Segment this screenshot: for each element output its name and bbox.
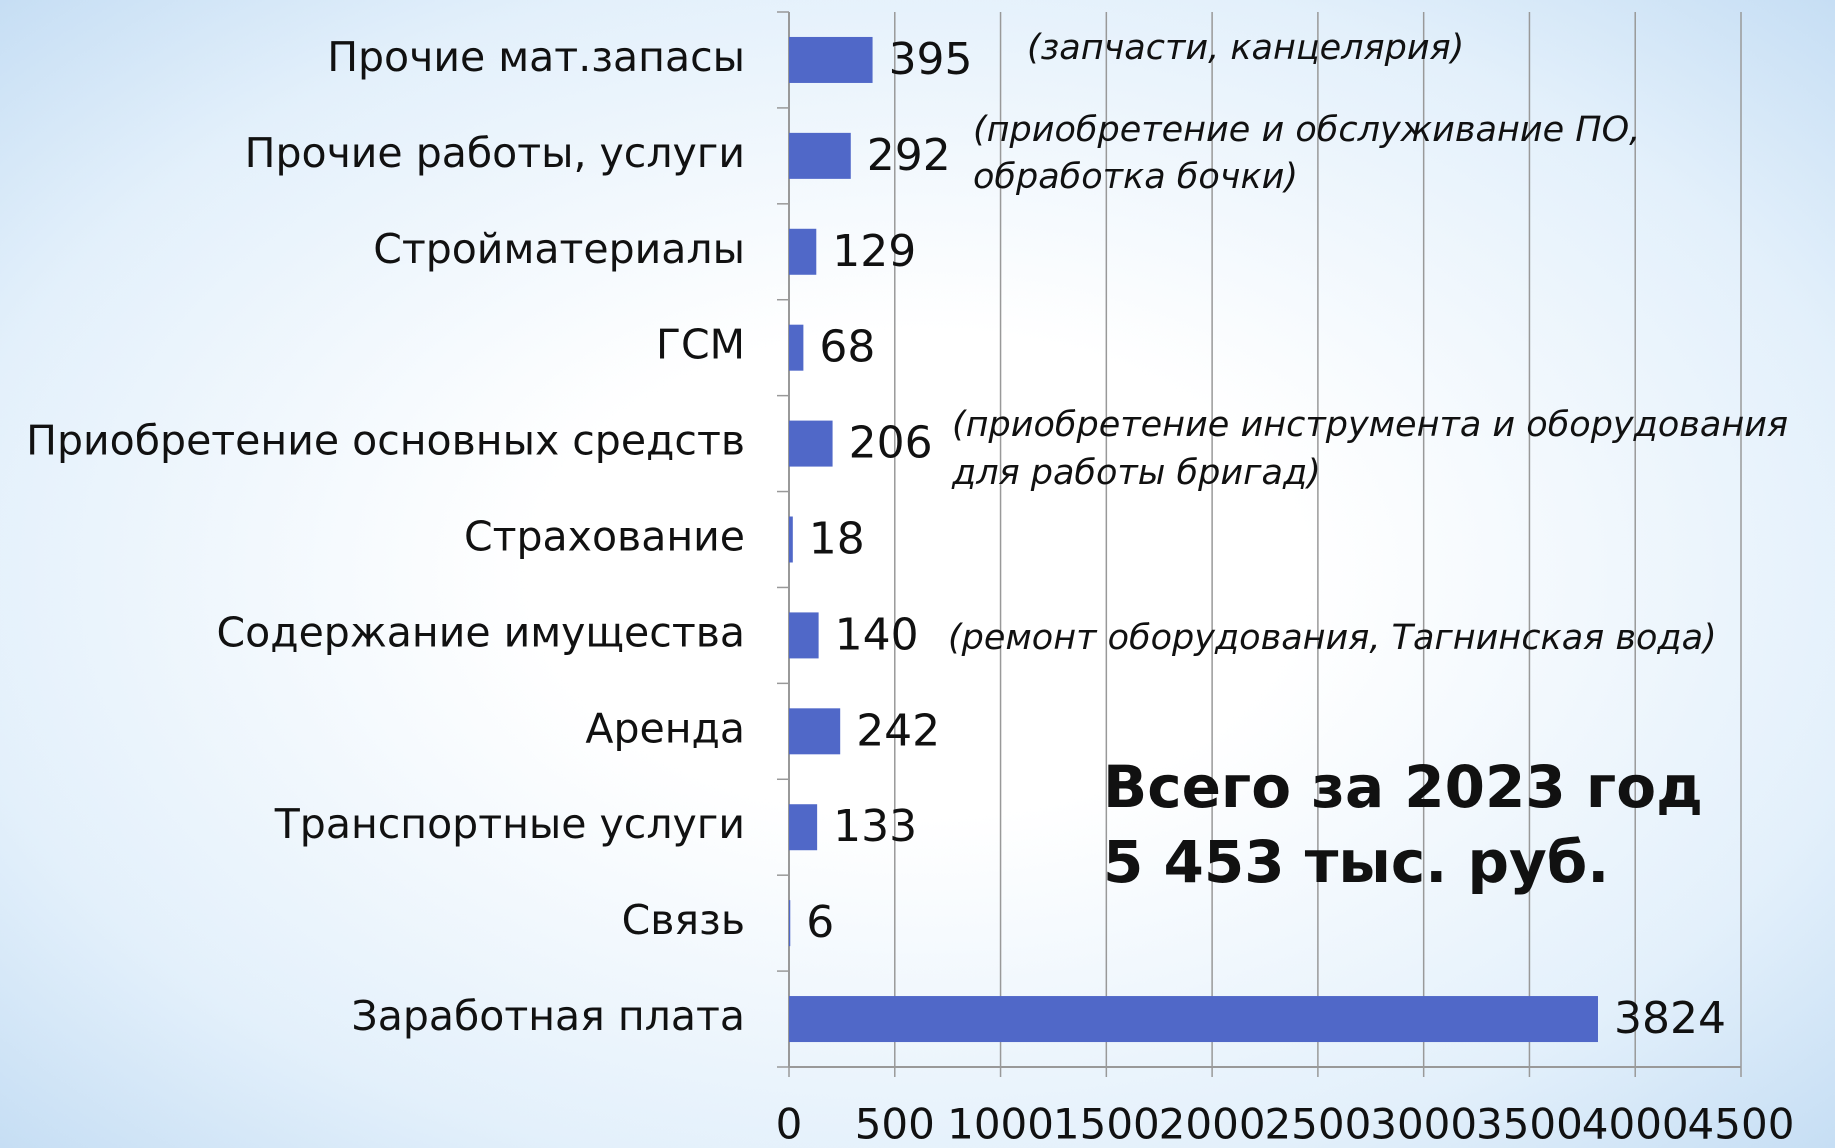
- bar: [789, 324, 804, 371]
- value-label: 242: [856, 705, 940, 756]
- y-tick-label: Приобретение основных средств: [26, 417, 745, 465]
- y-tick-label: Транспортные услуги: [274, 800, 745, 848]
- value-label: 133: [833, 801, 917, 852]
- annotation: для работы бригад): [951, 453, 1321, 493]
- bar: [789, 996, 1598, 1043]
- x-tick-label: 2000: [1159, 1100, 1266, 1148]
- bar: [789, 708, 841, 755]
- y-tick-label: Связь: [622, 896, 745, 944]
- bar: [789, 36, 873, 83]
- y-tick-label: ГСМ: [656, 321, 745, 369]
- bar: [789, 420, 833, 467]
- bar: [789, 804, 818, 851]
- value-label: 292: [867, 130, 951, 181]
- value-label: 18: [809, 514, 865, 565]
- y-tick-label: Содержание имущества: [217, 608, 745, 656]
- y-tick-label: Заработная плата: [351, 992, 745, 1040]
- bar: [789, 612, 819, 659]
- annotation: (приобретение инструмента и оборудования: [952, 405, 1788, 445]
- bar: [789, 900, 791, 947]
- total-label: Всего за 2023 год: [1103, 753, 1703, 821]
- bar: [789, 516, 793, 563]
- x-tick-label: 3000: [1370, 1100, 1477, 1148]
- y-tick-label: Страхование: [464, 513, 745, 561]
- value-label: 6: [806, 897, 834, 948]
- value-label: 140: [835, 609, 919, 660]
- x-tick-label: 4500: [1688, 1100, 1795, 1148]
- y-tick-label: Прочие мат.запасы: [327, 33, 745, 81]
- x-tick-label: 500: [855, 1100, 935, 1148]
- y-tick-label: Аренда: [585, 704, 745, 752]
- bar: [789, 132, 851, 179]
- x-tick-label: 4000: [1582, 1100, 1689, 1148]
- y-tick-label: Стройматериалы: [373, 225, 745, 273]
- x-tick-label: 2500: [1264, 1100, 1371, 1148]
- value-label: 206: [849, 418, 933, 469]
- x-tick-label: 1500: [1053, 1100, 1160, 1148]
- value-label: 3824: [1614, 993, 1726, 1044]
- x-tick-label: 3500: [1476, 1100, 1583, 1148]
- value-label: 129: [832, 226, 916, 277]
- value-label: 395: [889, 34, 973, 85]
- annotation: (ремонт оборудования, Тагнинская вода): [948, 618, 1717, 658]
- annotation: обработка бочки): [973, 157, 1298, 197]
- x-tick-label: 1000: [947, 1100, 1054, 1148]
- annotation: (приобретение и обслуживание ПО,: [973, 110, 1640, 150]
- value-label: 68: [819, 322, 875, 373]
- annotation: (запчасти, канцелярия): [1027, 28, 1464, 68]
- total-label: 5 453 тыс. руб.: [1103, 828, 1609, 896]
- bar: [789, 228, 817, 275]
- y-tick-label: Прочие работы, услуги: [245, 129, 745, 177]
- x-tick-label: 0: [776, 1100, 803, 1148]
